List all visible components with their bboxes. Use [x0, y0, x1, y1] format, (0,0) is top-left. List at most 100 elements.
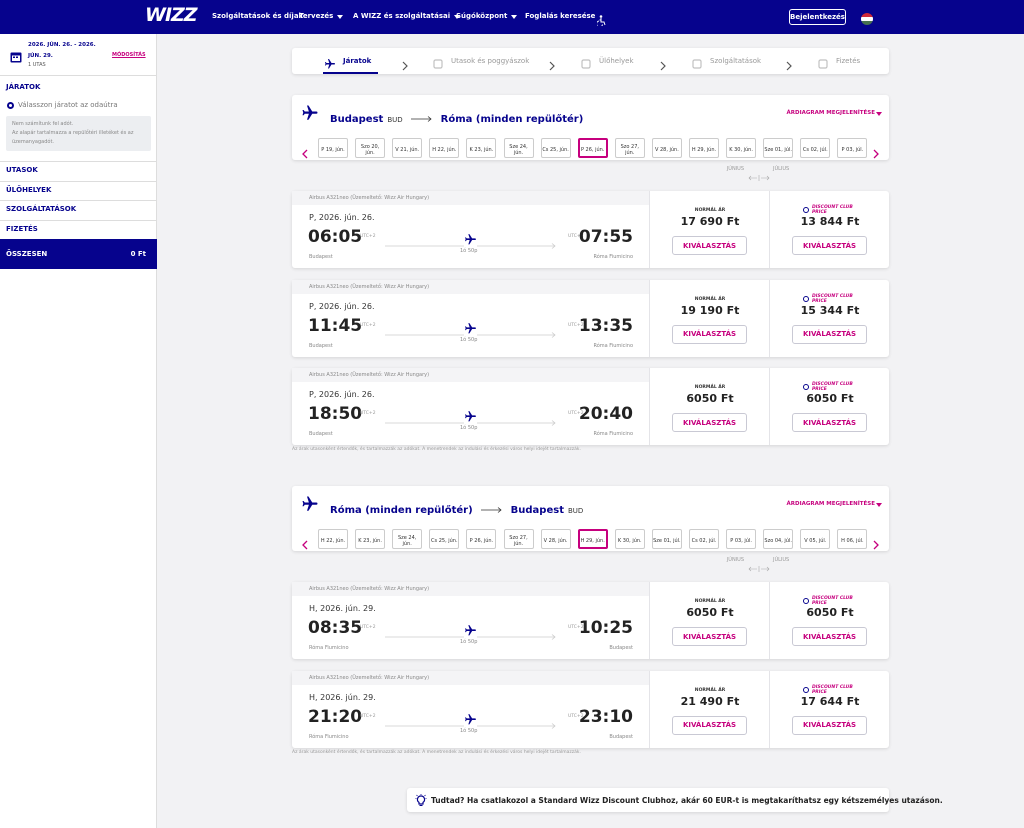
- select-button[interactable]: KIVÁLASZTÁS: [672, 715, 747, 735]
- date-tab[interactable]: K 30, jún.: [726, 138, 757, 158]
- flight-date: P, 2026. jún. 26.: [309, 213, 375, 222]
- club-price: 13 844 Ft: [800, 215, 860, 228]
- date-tab[interactable]: P 19, jún.: [318, 138, 348, 158]
- date-tab[interactable]: Szo 20, jún.: [355, 138, 386, 158]
- club-label: DISCOUNT CLUB PRICE: [812, 382, 853, 392]
- date-tab[interactable]: V 28, jún.: [540, 529, 571, 549]
- date-tab[interactable]: V 05, júl.: [800, 529, 831, 549]
- step-separator: [786, 56, 792, 75]
- date-tab[interactable]: K 30, jún.: [614, 529, 645, 549]
- date-tab[interactable]: H 22, jún.: [318, 529, 348, 549]
- step-label[interactable]: Ülőhelyek: [599, 57, 634, 65]
- step-label[interactable]: Fizetés: [836, 57, 861, 65]
- section-title: FIZETÉS: [6, 224, 38, 233]
- normal-fare: NORMÁL ÁR 17 690 Ft KIVÁLASZTÁS: [649, 191, 769, 268]
- club-label: DISCOUNT CLUB PRICE: [812, 684, 853, 695]
- aircraft: Airbus A321neo (Üzemeltető: Wizz Air Hun…: [309, 372, 430, 378]
- step-label[interactable]: Szolgáltatások: [710, 57, 762, 65]
- select-button[interactable]: KIVÁLASZTÁS: [672, 627, 747, 646]
- date-tab[interactable]: K 23, jún.: [355, 529, 386, 549]
- date-tab[interactable]: Sze 01, júl.: [763, 138, 794, 158]
- duration: 1ó 50p: [460, 336, 478, 343]
- modify-link[interactable]: MÓDOSÍTÁS: [112, 52, 146, 58]
- step-label[interactable]: Utasok és poggyászok: [451, 57, 530, 65]
- date-tab[interactable]: Sze 01, júl.: [651, 529, 682, 549]
- date-next[interactable]: [873, 535, 879, 554]
- fare-label: NORMÁL ÁR: [694, 599, 726, 604]
- flight-date: P, 2026. jún. 26.: [309, 390, 375, 399]
- nav-item[interactable]: Súgóközpont: [456, 12, 508, 20]
- note-box: Nem számítunk fel adót. Az alapár tartalm…: [6, 116, 151, 151]
- step-separator: [549, 56, 555, 75]
- flight-date: P, 2026. jún. 26.: [309, 301, 375, 311]
- steps-bar: Járatok Utasok és poggyászok Ülőhelyek Szol…: [292, 48, 889, 74]
- date-prev[interactable]: [302, 144, 308, 163]
- tip-text: Tudtad? Ha csatlakozol a Standard Wizz D…: [431, 796, 943, 805]
- select-button[interactable]: KIVÁLASZTÁS: [792, 324, 867, 344]
- select-button[interactable]: KIVÁLASZTÁS: [792, 715, 867, 735]
- duration: 1ó 50p: [460, 639, 478, 645]
- departure-airport: Budapest: [309, 431, 333, 437]
- price-chart-link[interactable]: ÁRDIAGRAM MEGJELENÍTÉSE: [786, 110, 875, 116]
- date-tab[interactable]: Cs 25, jún.: [429, 529, 460, 549]
- date-tab[interactable]: P 03, júl.: [837, 138, 868, 158]
- date-tab[interactable]: Szo 04, júl.: [763, 529, 794, 549]
- duration: 1ó 50p: [460, 248, 478, 254]
- nav-item[interactable]: Szolgáltatások és díjak: [212, 12, 304, 20]
- departure-airport: Róma Fiumicino: [309, 733, 349, 740]
- caret: [454, 15, 460, 19]
- fare-price: 6050 Ft: [686, 606, 734, 619]
- departure-tz: UTC+2: [360, 322, 376, 328]
- flight-plane: [464, 710, 477, 730]
- info-icon: [803, 686, 809, 693]
- info-icon: [803, 295, 809, 302]
- nav-item[interactable]: Foglalás keresése: [525, 12, 596, 20]
- price-chart-link[interactable]: ÁRDIAGRAM MEGJELENÍTÉSE: [786, 501, 875, 507]
- date-tab[interactable]: H 22, jún.: [429, 138, 460, 158]
- date-tab[interactable]: K 23, jún.: [466, 138, 497, 158]
- date-tab[interactable]: Cs 02, júl.: [800, 138, 831, 158]
- step-label[interactable]: Járatok: [343, 57, 372, 65]
- club-fare: DISCOUNT CLUB PRICE 13 844 Ft KIVÁLASZTÁS: [769, 191, 889, 268]
- date-tab[interactable]: P 26, jún.: [577, 138, 608, 158]
- date-tab[interactable]: Sze 24, jún.: [503, 138, 534, 158]
- departure-time: 21:20: [308, 706, 363, 727]
- date-next[interactable]: [873, 144, 879, 163]
- aircraft-band: [292, 368, 649, 382]
- arrival-time: 20:40: [578, 404, 633, 424]
- fare-label: NORMÁL ÁR: [694, 296, 726, 302]
- month-label: JÚLIUS: [773, 166, 790, 172]
- duration: 1ó 50p: [460, 425, 478, 431]
- date-tab[interactable]: Szo 27, jún.: [614, 138, 645, 158]
- logo[interactable]: WIZZ: [145, 4, 198, 26]
- route-card: Róma (minden repülőtér) Budapest BUD ÁRDIAG…: [292, 486, 889, 551]
- date-tab[interactable]: H 06, júl.: [837, 529, 868, 549]
- nav-item[interactable]: A WIZZ és szolgáltatásai: [353, 12, 451, 20]
- calendar-icon: [10, 48, 22, 67]
- date-tab[interactable]: P 26, jún.: [466, 529, 497, 549]
- nav-item[interactable]: Tervezés: [299, 12, 334, 20]
- date-tab[interactable]: V 21, jún.: [392, 138, 423, 158]
- select-button[interactable]: KIVÁLASZTÁS: [672, 324, 747, 344]
- select-button[interactable]: KIVÁLASZTÁS: [792, 236, 867, 255]
- date-tab[interactable]: P 03, júl.: [726, 529, 757, 549]
- date-prev[interactable]: [302, 535, 308, 554]
- select-button[interactable]: KIVÁLASZTÁS: [672, 236, 747, 255]
- select-button[interactable]: KIVÁLASZTÁS: [672, 413, 747, 432]
- arrival-time: 07:55: [578, 227, 633, 247]
- select-button[interactable]: KIVÁLASZTÁS: [792, 627, 867, 646]
- aircraft: Airbus A321neo (Üzemeltető: Wizz Air Hun…: [309, 674, 430, 681]
- date-tab[interactable]: V 28, jún.: [651, 138, 682, 158]
- step-icon: [324, 55, 336, 74]
- date-tab[interactable]: Cs 25, jún.: [540, 138, 571, 158]
- date-tab[interactable]: Sze 24, jún.: [392, 529, 423, 549]
- flight-card: Airbus A321neo (Üzemeltető: Wizz Air Hun…: [292, 368, 889, 445]
- tip-box: Tudtad? Ha csatlakozol a Standard Wizz D…: [407, 788, 943, 812]
- date-tab[interactable]: Szo 27, jún.: [503, 529, 534, 549]
- date-tab[interactable]: H 29, jún.: [689, 138, 719, 158]
- route: Róma (minden repülőtér) Budapest BUD: [330, 498, 583, 517]
- date-tab[interactable]: Cs 02, júl.: [689, 529, 719, 549]
- select-button[interactable]: KIVÁLASZTÁS: [792, 413, 867, 432]
- date-tab[interactable]: H 29, jún.: [577, 529, 608, 549]
- login-button[interactable]: Bejelentkezés: [789, 9, 846, 25]
